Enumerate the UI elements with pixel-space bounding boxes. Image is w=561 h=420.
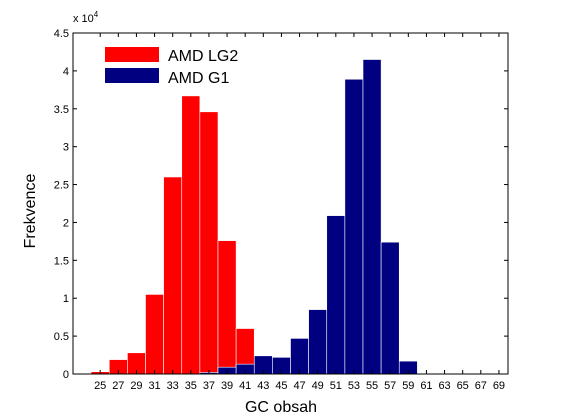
x-tick-label: 57 [384,380,396,392]
bar-amd-g1-49 [308,309,328,375]
y-tick-label: 3.5 [54,104,69,116]
bar-amd-lg2-35 [181,95,201,375]
series-amd-lg2-bars [90,95,309,375]
bar-amd-lg2-31 [145,294,164,375]
x-tick-label: 35 [185,380,197,392]
x-tick-label: 31 [148,380,160,392]
y-tick-label: 3 [63,142,69,154]
x-axis-ticks: 25 27 29 31 33 35 37 39 41 43 45 47 49 51 53 55 57 59 61 63… [94,33,505,392]
x-tick-label: 45 [275,380,287,392]
y-scale-base: x 10 [73,13,94,25]
bar-amd-lg2-39 [217,240,237,375]
y-tick-label: 4.5 [54,28,69,40]
x-tick-label: 51 [330,380,342,392]
x-tick-label: 69 [493,380,505,392]
x-tick-label: 33 [167,380,179,392]
y-axis-label: Frekvence [22,174,39,249]
x-tick-label: 53 [348,380,360,392]
y-tick-label: 0 [63,369,69,381]
x-tick-label: 55 [366,380,378,392]
x-tick-label: 25 [94,380,106,392]
bar-amd-g1-47 [290,338,309,375]
bar-amd-lg2-37 [199,111,219,375]
bar-amd-g1-57 [380,241,400,375]
x-tick-label: 49 [312,380,324,392]
y-tick-label: 2 [63,217,69,229]
y-tick-label: 4 [63,66,69,78]
x-tick-label: 43 [257,380,269,392]
legend-label-amd-lg2: AMD LG2 [168,48,238,65]
x-tick-label: 65 [457,380,469,392]
x-tick-label: 59 [402,380,414,392]
y-tick-label: 1 [63,293,69,305]
legend: AMD LG2 AMD G1 [105,47,238,87]
bar-amd-lg2-33 [163,176,183,375]
y-tick-label: 1.5 [54,255,69,267]
x-tick-label: 61 [420,380,432,392]
x-tick-label: 63 [438,380,450,392]
x-tick-label: 41 [239,380,251,392]
bar-amd-g1-55 [362,59,382,375]
legend-label-amd-g1: AMD G1 [168,70,229,87]
x-tick-label: 37 [203,380,215,392]
y-tick-label: 2.5 [54,180,69,192]
bar-amd-g1-53 [344,78,364,375]
x-tick-label: 29 [130,380,142,392]
x-tick-label: 27 [112,380,124,392]
legend-swatch-amd-lg2 [105,47,159,62]
y-tick-label: 0.5 [54,331,69,343]
x-tick-label: 67 [475,380,487,392]
x-axis-label: GC obsah [245,399,317,416]
y-axis-ticks: 0 0.5 1 1.5 2 2.5 3 3.5 4 4.5 [54,28,508,381]
x-tick-label: 47 [293,380,305,392]
plot-area-frame [72,32,509,375]
bar-amd-g1-51 [326,215,346,375]
legend-swatch-amd-g1 [105,68,159,83]
y-scale-exponent: 4 [94,10,99,19]
x-tick-label: 39 [221,380,233,392]
y-scale-multiplier: x 104 [73,10,99,25]
